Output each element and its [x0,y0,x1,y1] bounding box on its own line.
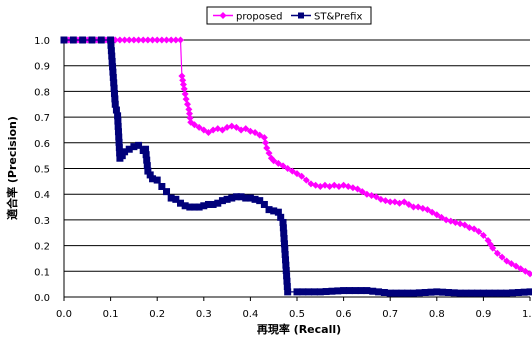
data-point [284,288,291,295]
x-tick-label: 0.2 [149,309,165,320]
series-line [64,40,530,274]
x-tick-label: 0.0 [56,309,72,320]
data-point [154,177,161,184]
x-tick-label: 0.6 [336,309,352,320]
y-tick-label: 0.4 [34,190,50,201]
x-tick-label: 0.9 [475,309,491,320]
data-point [70,37,77,44]
data-point [98,37,105,44]
data-point [163,188,170,195]
y-tick-label: 0.2 [34,242,50,253]
data-point [88,37,95,44]
y-tick-label: 0.9 [34,62,50,73]
axes: 0.0 0.1 0.2 0.3 0.4 0.5 0.6 0.7 0.8 0.9 1.0 0.0 0.1 0… [34,36,532,320]
legend-label: ST&Prefix [314,12,362,23]
data-point [79,37,86,44]
x-tick-label: 0.8 [429,309,445,320]
series-line [64,40,530,293]
data-point [61,37,68,44]
series-1 [61,37,532,278]
x-tick-label: 0.4 [242,309,258,320]
series-layer [61,37,532,297]
x-tick-label: 0.3 [196,309,212,320]
x-tick-label: 1.0 [522,309,532,320]
y-tick-label: 0.1 [34,267,50,278]
data-point [183,96,190,103]
data-point [262,139,269,146]
legend-marker [298,13,304,19]
legend-label: proposed [236,12,283,23]
x-tick-label: 0.7 [382,309,398,320]
y-axis-title: 適合率 (Precision) [5,116,19,220]
data-point [527,288,532,295]
y-tick-label: 0.5 [34,165,50,176]
legend: proposed ST&Prefix [207,7,371,24]
gridlines [64,40,530,297]
x-tick-label: 0.5 [289,309,305,320]
y-tick-label: 0.6 [34,139,50,150]
y-tick-label: 1.0 [34,36,50,47]
y-tick-label: 0.8 [34,87,50,98]
data-point [177,37,184,44]
y-tick-label: 0.7 [34,113,50,124]
data-point [184,101,191,108]
x-axis-title: 再現率 (Recall) [257,322,341,336]
y-tick-label: 0.0 [34,293,50,304]
x-tick-label: 0.1 [103,309,119,320]
series-2 [61,37,532,297]
y-tick-label: 0.3 [34,216,50,227]
